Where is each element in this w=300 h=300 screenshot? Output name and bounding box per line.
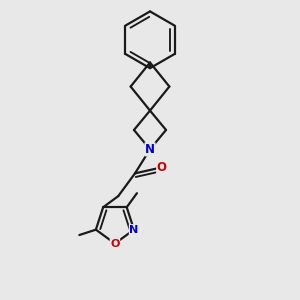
Text: N: N — [129, 225, 139, 235]
Text: O: O — [110, 238, 120, 248]
Text: N: N — [145, 143, 155, 156]
Text: O: O — [157, 161, 167, 174]
